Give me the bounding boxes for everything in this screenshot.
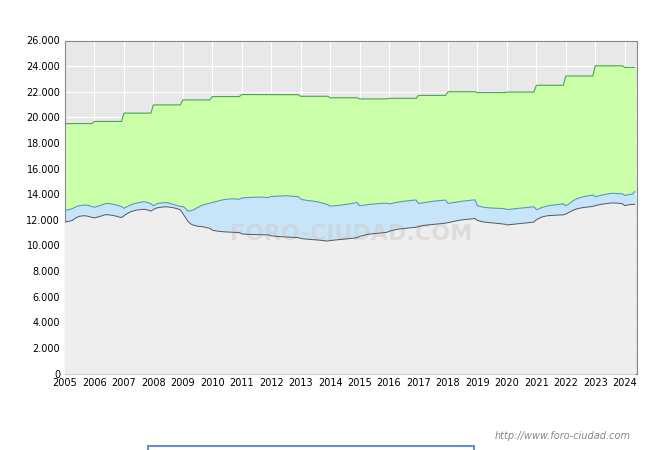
- Legend: Ocupados, Parados, Hab. entre 16-64: Ocupados, Parados, Hab. entre 16-64: [148, 446, 474, 450]
- Text: FORO-CIUDAD.COM: FORO-CIUDAD.COM: [230, 224, 472, 243]
- Text: http://www.foro-ciudad.com: http://www.foro-ciudad.com: [495, 431, 630, 441]
- Text: Olot - Evolucion de la poblacion en edad de Trabajar Mayo de 2024: Olot - Evolucion de la poblacion en edad…: [79, 13, 571, 28]
